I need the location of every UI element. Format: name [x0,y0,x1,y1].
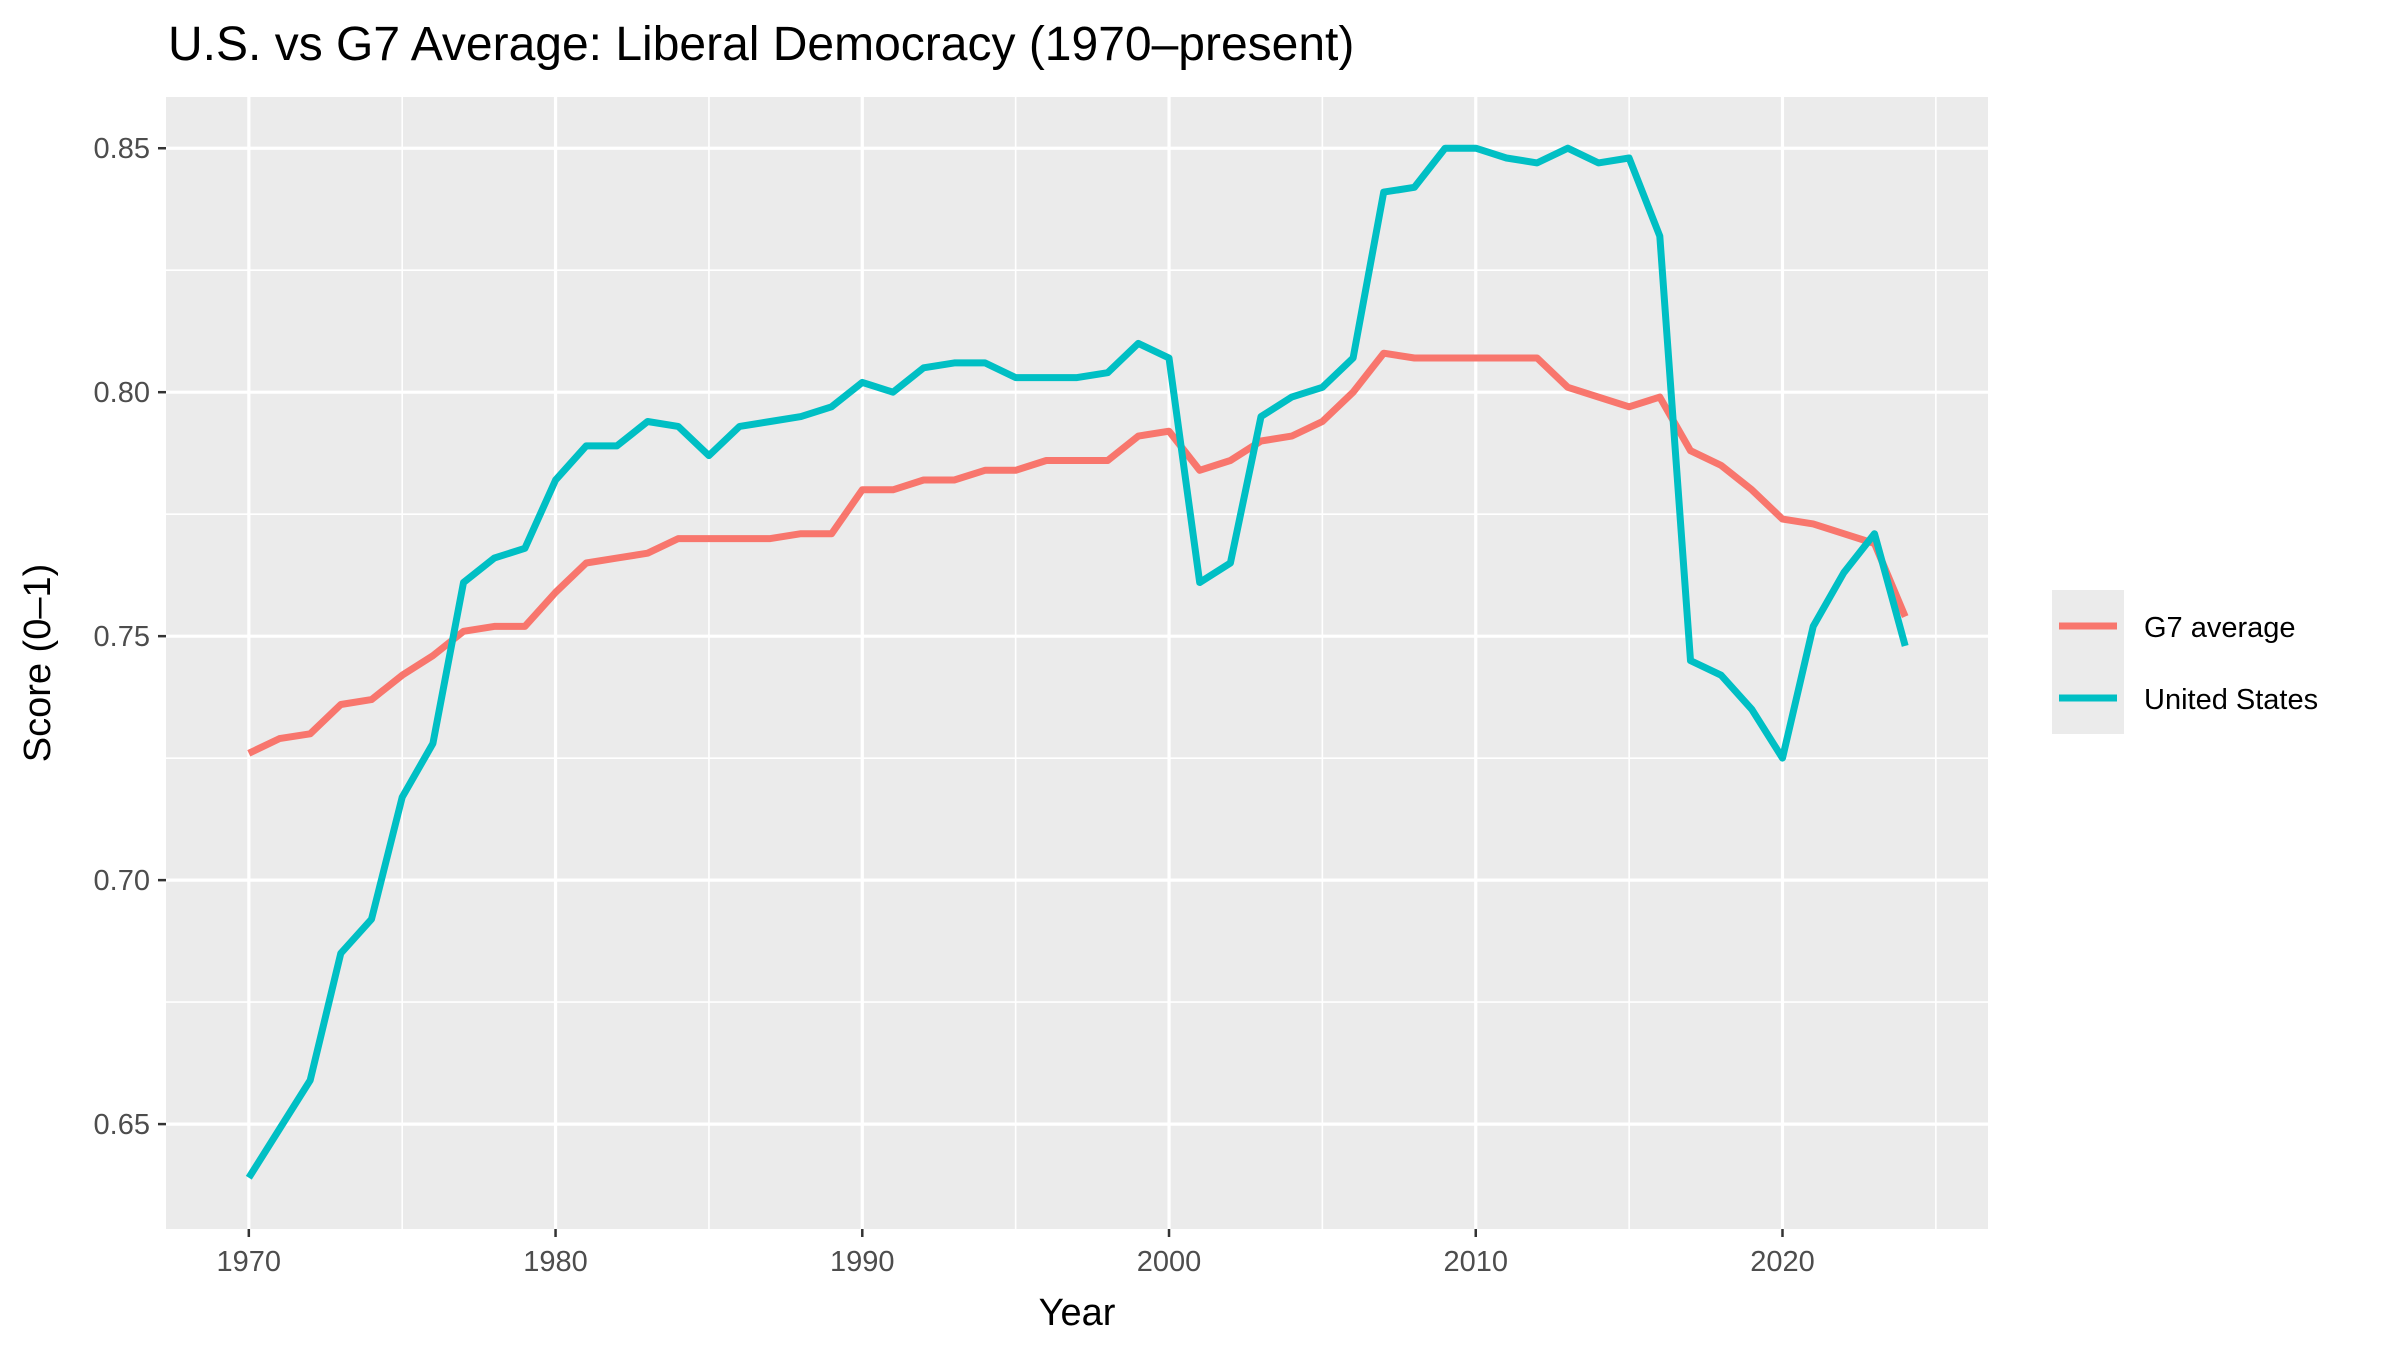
y-tick-label: 0.75 [94,621,150,653]
chart-title: U.S. vs G7 Average: Liberal Democracy (1… [168,18,1354,71]
y-tick-label: 0.80 [94,377,150,409]
legend: G7 average United States [2052,590,2318,734]
series-line-united-states [245,144,1909,1180]
x-tick-label: 1980 [523,1246,588,1278]
plot-panel-background [166,97,1988,1229]
y-axis-title: Score (0–1) [17,564,59,763]
x-tick-label: 2010 [1443,1246,1508,1278]
x-tick-label: 2020 [1750,1246,1815,1278]
y-tick-label: 0.65 [94,1109,150,1141]
x-tick-label: 1970 [217,1246,282,1278]
series-line-g7-average [247,349,1909,757]
major-gridlines [166,97,1988,1229]
y-axis-tick-labels: 0.65 0.70 0.75 0.80 0.85 [94,133,150,1141]
x-tick-label: 1990 [830,1246,895,1278]
y-tick-label: 0.70 [94,865,150,897]
x-axis-tick-labels: 1970 1980 1990 2000 2010 2020 [217,1246,1815,1278]
y-tick-label: 0.85 [94,133,150,165]
minor-gridlines [166,97,1988,1229]
x-tick-label: 2000 [1137,1246,1202,1278]
legend-label-united-states: United States [2144,684,2318,716]
series-lines [245,144,1909,1180]
axis-tick-marks [158,146,1784,1237]
x-axis-title: Year [1039,1292,1116,1334]
legend-label-g7-average: G7 average [2144,612,2296,644]
